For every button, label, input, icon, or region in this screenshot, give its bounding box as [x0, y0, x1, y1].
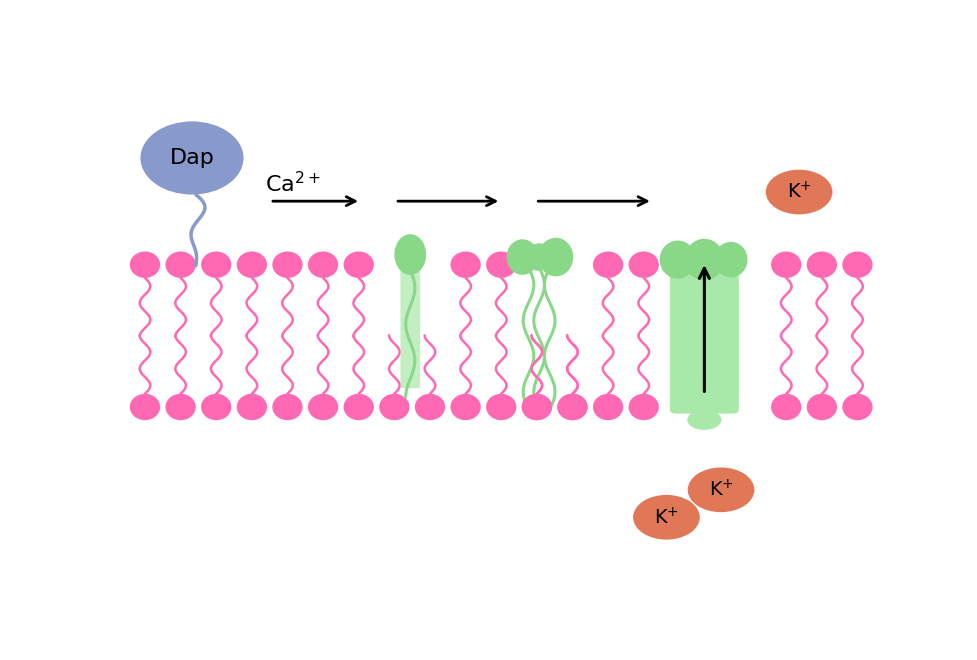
- Ellipse shape: [236, 394, 267, 420]
- Ellipse shape: [130, 394, 160, 420]
- Ellipse shape: [272, 394, 302, 420]
- Ellipse shape: [236, 251, 267, 278]
- Ellipse shape: [141, 121, 243, 195]
- Ellipse shape: [165, 251, 195, 278]
- Ellipse shape: [450, 394, 481, 420]
- Ellipse shape: [806, 394, 836, 420]
- Circle shape: [765, 170, 831, 214]
- Text: K$^{+}$: K$^{+}$: [707, 479, 733, 500]
- Ellipse shape: [525, 244, 552, 271]
- Ellipse shape: [343, 251, 373, 278]
- Ellipse shape: [557, 394, 587, 420]
- Ellipse shape: [450, 251, 481, 278]
- FancyBboxPatch shape: [400, 263, 420, 388]
- Ellipse shape: [770, 394, 800, 420]
- Ellipse shape: [486, 251, 516, 278]
- Ellipse shape: [628, 394, 658, 420]
- Ellipse shape: [343, 394, 373, 420]
- Ellipse shape: [841, 251, 871, 278]
- Ellipse shape: [486, 394, 516, 420]
- Text: K$^{+}$: K$^{+}$: [786, 182, 811, 203]
- Ellipse shape: [684, 239, 723, 280]
- Ellipse shape: [658, 240, 696, 279]
- Ellipse shape: [414, 394, 445, 420]
- FancyBboxPatch shape: [669, 261, 738, 414]
- Ellipse shape: [130, 251, 160, 278]
- Ellipse shape: [806, 251, 836, 278]
- Circle shape: [687, 467, 753, 512]
- Text: K$^{+}$: K$^{+}$: [654, 507, 678, 528]
- Ellipse shape: [379, 394, 409, 420]
- Ellipse shape: [272, 251, 302, 278]
- Ellipse shape: [308, 394, 338, 420]
- Ellipse shape: [394, 234, 426, 275]
- Ellipse shape: [201, 251, 232, 278]
- Text: Dap: Dap: [169, 148, 214, 168]
- Ellipse shape: [592, 251, 622, 278]
- Ellipse shape: [308, 251, 338, 278]
- Ellipse shape: [201, 394, 232, 420]
- Ellipse shape: [165, 394, 195, 420]
- Text: Ca$^{2+}$: Ca$^{2+}$: [265, 171, 320, 196]
- Ellipse shape: [770, 251, 800, 278]
- Ellipse shape: [537, 238, 573, 277]
- Ellipse shape: [521, 394, 551, 420]
- Circle shape: [632, 495, 700, 540]
- Ellipse shape: [628, 251, 658, 278]
- Ellipse shape: [713, 242, 746, 277]
- Ellipse shape: [521, 394, 551, 420]
- Ellipse shape: [687, 409, 721, 430]
- Ellipse shape: [557, 394, 587, 420]
- Ellipse shape: [506, 240, 537, 275]
- Ellipse shape: [592, 394, 622, 420]
- Ellipse shape: [841, 394, 871, 420]
